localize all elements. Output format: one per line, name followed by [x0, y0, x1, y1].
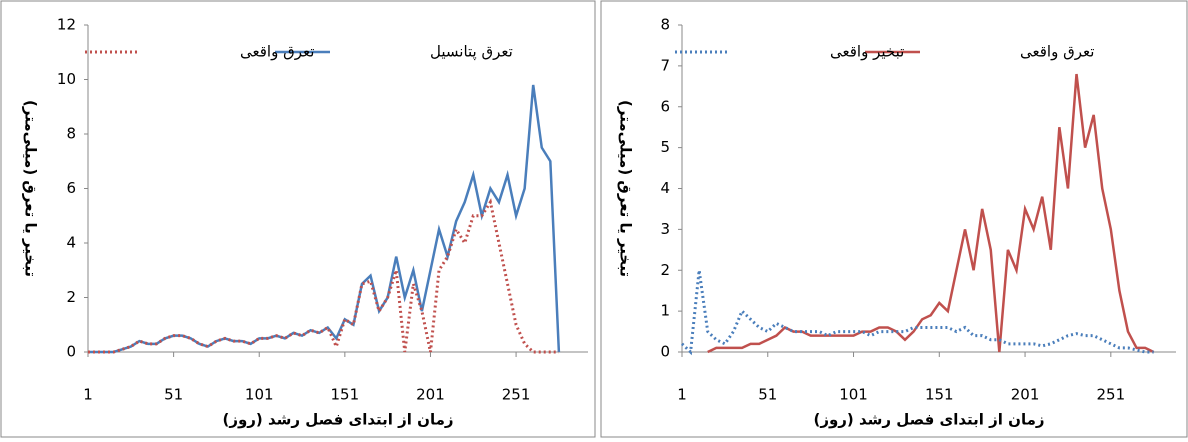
- y-tick-label: 4: [66, 234, 76, 252]
- y-tick-label: 8: [660, 16, 670, 34]
- legend-label: تبخیر واقعی: [830, 43, 904, 61]
- y-tick-label: 0: [660, 343, 670, 361]
- y-axis-label: تبخیر یا تعرق (میلی‌متر): [617, 100, 635, 277]
- x-axis-label: زمان از ابتدای فصل رشد (روز): [222, 411, 453, 429]
- y-axis-label: تبخیر یا تعرق (میلی‌متر): [22, 100, 40, 277]
- x-tick-label: 151: [925, 386, 954, 404]
- x-tick-label: 1: [677, 386, 687, 404]
- y-tick-label: 4: [660, 179, 670, 197]
- x-axis-label: زمان از ابتدای فصل رشد (روز): [813, 411, 1044, 429]
- x-tick-label: 151: [331, 386, 360, 404]
- x-tick-label: 51: [164, 386, 183, 404]
- x-tick-label: 1: [83, 386, 93, 404]
- legend-label: تعرق پتانسیل: [430, 43, 513, 62]
- x-tick-label: 251: [1096, 386, 1125, 404]
- legend-label: تعرق واقعی: [1020, 43, 1094, 61]
- y-tick-label: 2: [660, 261, 670, 279]
- x-tick-label: 101: [839, 386, 868, 404]
- x-tick-label: 201: [416, 386, 445, 404]
- x-tick-label: 201: [1011, 386, 1040, 404]
- panel-border: [600, 0, 1188, 438]
- y-tick-label: 7: [660, 56, 670, 74]
- panel-border: [0, 0, 596, 438]
- y-tick-label: 8: [66, 125, 76, 143]
- y-tick-label: 5: [660, 138, 670, 156]
- series-line: [680, 270, 1154, 356]
- y-tick-label: 12: [57, 16, 76, 34]
- y-tick-label: 0: [66, 343, 76, 361]
- y-tick-label: 1: [660, 302, 670, 320]
- y-tick-label: 3: [660, 220, 670, 238]
- x-tick-label: 251: [502, 386, 531, 404]
- y-tick-label: 10: [57, 70, 76, 88]
- legend-label: تعرق واقعی: [240, 43, 314, 61]
- series-line: [88, 84, 561, 354]
- series-line: [707, 73, 1155, 354]
- x-tick-label: 101: [245, 386, 274, 404]
- y-tick-label: 2: [66, 288, 76, 306]
- y-tick-label: 6: [660, 97, 670, 115]
- x-tick-label: 51: [758, 386, 777, 404]
- y-tick-label: 6: [66, 179, 76, 197]
